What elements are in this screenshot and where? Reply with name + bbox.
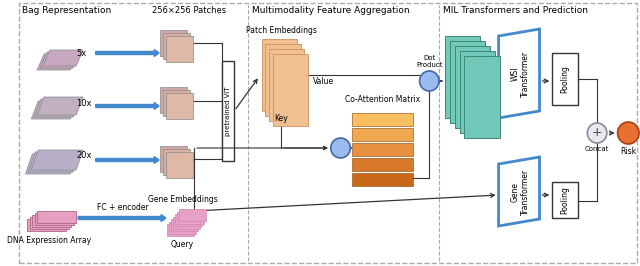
Text: 256×256 Patches: 256×256 Patches (152, 6, 227, 15)
Circle shape (331, 138, 350, 158)
Bar (352, 143, 413, 156)
Bar (460, 51, 495, 133)
Text: Pooling: Pooling (561, 186, 570, 214)
Text: WSI
Transformer: WSI Transformer (510, 51, 530, 97)
Bar (269, 49, 305, 121)
Polygon shape (43, 50, 83, 66)
Text: +: + (592, 127, 602, 139)
Text: Concat: Concat (585, 146, 609, 152)
Bar (175, 214, 202, 226)
Bar (166, 152, 193, 178)
Bar (352, 113, 413, 126)
Bar (454, 46, 490, 128)
Bar (163, 149, 190, 175)
Bar (166, 93, 193, 119)
Text: MIL Transformers and Prediction: MIL Transformers and Prediction (443, 6, 588, 15)
Bar (552, 182, 577, 218)
Bar (262, 39, 297, 111)
Polygon shape (31, 150, 83, 170)
Bar (221, 61, 234, 161)
Text: Co-Attention Matrix: Co-Attention Matrix (345, 95, 420, 104)
Polygon shape (40, 52, 80, 68)
Bar (160, 30, 188, 56)
Bar (35, 213, 74, 225)
Bar (169, 222, 196, 234)
Text: Multimodality Feature Aggregation: Multimodality Feature Aggregation (252, 6, 410, 15)
Bar (160, 146, 188, 172)
Bar (163, 33, 190, 59)
Bar (160, 87, 188, 113)
Bar (37, 211, 76, 223)
Bar (352, 158, 413, 171)
Text: FC + encoder: FC + encoder (97, 203, 149, 213)
Text: Value: Value (313, 77, 334, 86)
Text: Gene Embeddings: Gene Embeddings (148, 195, 218, 204)
Bar (450, 41, 485, 123)
FancyArrow shape (96, 49, 159, 56)
Polygon shape (37, 97, 83, 115)
Polygon shape (31, 101, 77, 119)
Bar (465, 56, 500, 138)
Text: Patch Embeddings: Patch Embeddings (246, 26, 316, 35)
Text: Dot
Product: Dot Product (416, 55, 442, 68)
Bar (445, 36, 480, 118)
Bar (179, 209, 206, 221)
FancyArrow shape (78, 214, 166, 222)
FancyArrow shape (96, 102, 159, 110)
Text: Risk: Risk (620, 147, 636, 156)
Circle shape (588, 123, 607, 143)
Bar (352, 173, 413, 186)
Bar (171, 219, 198, 231)
Text: pretrained ViT: pretrained ViT (225, 86, 231, 136)
Bar (163, 90, 190, 116)
Bar (552, 53, 577, 105)
Bar (177, 211, 204, 223)
Text: Pooling: Pooling (561, 65, 570, 93)
Polygon shape (28, 152, 80, 172)
Bar (166, 36, 193, 62)
Text: 20x: 20x (76, 152, 92, 160)
Text: Query: Query (171, 240, 194, 249)
Bar (352, 128, 413, 141)
Text: DNA Expression Array: DNA Expression Array (7, 236, 91, 245)
Polygon shape (26, 154, 77, 174)
Text: Bag Representation: Bag Representation (22, 6, 111, 15)
Text: 10x: 10x (76, 99, 92, 109)
Text: Gene
Transformer: Gene Transformer (510, 169, 530, 215)
Bar (32, 215, 71, 227)
Polygon shape (35, 99, 80, 117)
Bar (167, 224, 194, 236)
Text: 5x: 5x (76, 49, 86, 59)
Bar (266, 44, 301, 116)
Bar (28, 219, 67, 231)
Text: Key: Key (274, 114, 288, 123)
Polygon shape (37, 54, 77, 70)
Bar (173, 217, 200, 228)
Bar (30, 217, 69, 229)
Bar (273, 54, 308, 126)
Circle shape (420, 71, 439, 91)
FancyArrow shape (96, 156, 159, 164)
Circle shape (618, 122, 639, 144)
